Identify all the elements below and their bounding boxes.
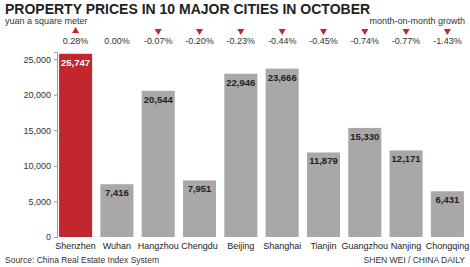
growth-arrow	[279, 29, 286, 35]
y-tick-mark	[54, 166, 57, 167]
y-tick: 25,000	[23, 54, 57, 64]
data-label: 22,946	[226, 77, 255, 88]
y-tick-mark	[54, 201, 57, 202]
y-tick-label: 0	[46, 232, 51, 242]
x-tick-label: Shanghai	[263, 241, 301, 251]
x-tick: Shenzhen	[55, 237, 96, 251]
growth-label: 0.28%	[63, 36, 89, 46]
bar	[307, 152, 340, 237]
source: Source: China Real Estate Index System	[5, 255, 159, 265]
growth-label: -0.77%	[392, 36, 421, 46]
data-label: 15,330	[350, 131, 379, 142]
y-tick-mark	[54, 59, 57, 60]
title: PROPERTY PRICES IN 10 MAJOR CITIES IN OC…	[5, 1, 370, 17]
bar	[142, 91, 175, 237]
growth-arrow	[237, 29, 244, 35]
y-tick-mark	[54, 95, 57, 96]
bar	[431, 191, 464, 237]
y-axis-line	[54, 53, 58, 238]
data-label: 7,951	[188, 183, 212, 194]
x-axis: Shenzhen Wuhan HangzhouChengdu Beijing Shang…	[55, 237, 469, 251]
y-tick-label: 15,000	[23, 126, 51, 136]
x-tick: Guangzhou	[342, 237, 389, 251]
x-tick: Chongqing	[426, 237, 470, 251]
y-tick-label: 25,000	[23, 54, 51, 64]
y-tick: 20,000	[23, 90, 57, 100]
growth-arrow	[403, 29, 410, 35]
data-label: 11,879	[309, 155, 338, 166]
data-label: 6,431	[436, 194, 460, 205]
growth-label: -1.43%	[433, 36, 462, 46]
growth-label: -0.44%	[268, 36, 297, 46]
bar	[183, 180, 216, 237]
data-label: 25,747	[61, 57, 90, 68]
x-tick-label: Hangzhou	[138, 241, 179, 251]
x-tick-label: Shenzhen	[55, 241, 96, 251]
y-tick-mark	[54, 237, 57, 238]
data-labels: 25,747 7,416 20,544 7,951 22,946 23,666 11,879…	[61, 57, 460, 205]
growth-label: 0.00%	[104, 36, 130, 46]
chart: PROPERTY PRICES IN 10 MAJOR CITIES IN OC…	[0, 0, 470, 267]
x-tick: Wuhan	[103, 237, 131, 251]
growth-label: -0.74%	[351, 36, 380, 46]
y-tick-label: 5,000	[28, 197, 51, 207]
growth-arrow	[72, 27, 79, 33]
bar	[224, 74, 257, 237]
growth-arrow	[444, 29, 451, 35]
bar	[266, 69, 299, 237]
x-tick: Beijing	[227, 237, 254, 251]
y-axis-label: yuan a square meter	[5, 16, 88, 26]
growth-label: -0.20%	[185, 36, 214, 46]
growth-arrow	[196, 29, 203, 35]
growth-arrow	[320, 29, 327, 35]
y-tick-mark	[54, 130, 57, 131]
x-tick: Chengdu	[181, 237, 218, 251]
bar	[100, 184, 133, 237]
x-tick-label: Nanjing	[391, 241, 422, 251]
growth-arrow	[361, 29, 368, 35]
bars	[59, 54, 464, 237]
growth-label: -0.07%	[144, 36, 173, 46]
growth-label: -0.23%	[227, 36, 256, 46]
y-tick: 15,000	[23, 126, 57, 136]
growth-header: month-on-month growth	[369, 16, 465, 26]
y-tick: 5,000	[28, 197, 57, 207]
y-tick-label: 20,000	[23, 90, 51, 100]
y-axis: 0 5,000 10,000 15,000 20,000 25,000	[23, 53, 57, 243]
x-tick-label: Chengdu	[181, 241, 218, 251]
growth-arrow	[155, 29, 162, 35]
x-tick: Nanjing	[391, 237, 422, 251]
data-label: 7,416	[105, 187, 129, 198]
bar	[390, 150, 423, 237]
bar	[348, 128, 381, 237]
bar	[59, 54, 92, 237]
x-tick: Hangzhou	[138, 237, 179, 251]
x-tick-label: Beijing	[227, 241, 254, 251]
x-tick: Shanghai	[263, 237, 301, 251]
x-tick-label: Tianjin	[310, 241, 336, 251]
y-tick-label: 10,000	[23, 161, 51, 171]
growth-label: -0.45%	[309, 36, 338, 46]
y-tick: 10,000	[23, 161, 57, 171]
data-label: 12,171	[392, 153, 422, 164]
x-tick-label: Chongqing	[426, 241, 470, 251]
data-label: 20,544	[144, 94, 174, 105]
x-tick-label: Guangzhou	[342, 241, 389, 251]
x-tick-label: Wuhan	[103, 241, 131, 251]
credit: SHEN WEI / CHINA DAILY	[364, 255, 466, 265]
x-tick: Tianjin	[310, 237, 336, 251]
data-label: 23,666	[268, 72, 297, 83]
growth-row: 0.28% 0.00% -0.07% -0.20% -0.23% -0.44% -0.45%…	[63, 27, 462, 46]
